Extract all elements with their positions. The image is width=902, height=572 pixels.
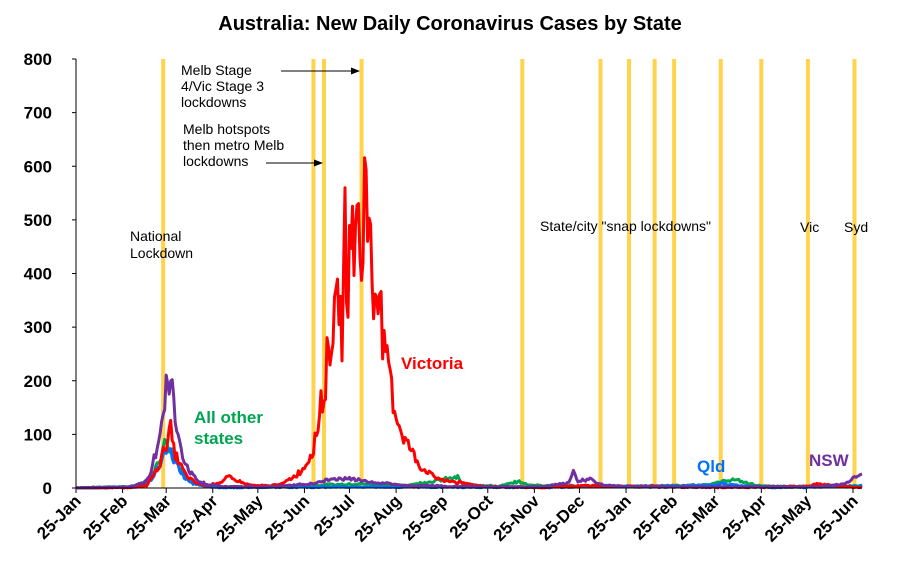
x-tick-label-7: 25-Aug	[351, 491, 405, 545]
x-tick-label-8: 25-Sep	[399, 491, 452, 544]
series-label-nsw: NSW	[809, 451, 850, 470]
x-tick-label-1: 25-Feb	[79, 491, 131, 543]
annotation-snap-lockdowns: State/city "snap lockdowns"	[540, 218, 711, 234]
lockdown-lines	[161, 59, 857, 488]
annotation-melb-stage4-line-3: lockdowns	[181, 94, 246, 110]
series-label-qld: Qld	[697, 457, 725, 476]
y-tick-label-8: 800	[24, 50, 52, 69]
y-tick-label-0: 0	[43, 479, 52, 498]
annotations: National Lockdown Melb Stage 4/Vic Stage…	[130, 62, 868, 261]
annotation-national-line-1: National	[130, 228, 181, 244]
y-axis: 0 100 200 300 400 500 600 700 800	[24, 50, 76, 498]
y-tick-label-5: 500	[24, 211, 52, 230]
annotation-melb-hotspots-line-2: then metro Melb	[183, 137, 284, 153]
x-tick-label-16: 25-May	[761, 491, 816, 546]
annotation-vic: Vic	[800, 219, 819, 235]
series-label-other-states: All other states	[194, 408, 268, 448]
annotation-melb-hotspots: Melb hotspots then metro Melb lockdowns	[183, 121, 288, 169]
y-tick-label-7: 700	[24, 104, 52, 123]
x-tick-label-10: 25-Nov	[490, 491, 544, 545]
annotation-melb-stage4-line-2: 4/Vic Stage 3	[181, 78, 264, 94]
series-label-other-line-1: All other	[194, 408, 263, 427]
arrow-melb-stage4	[281, 67, 360, 75]
x-tick-label-14: 25-Mar	[671, 491, 723, 543]
x-tick-label-12: 25-Jan	[583, 491, 635, 543]
annotation-melb-stage4-line-1: Melb Stage	[181, 62, 252, 78]
y-tick-label-2: 200	[24, 372, 52, 391]
arrow-melb-hotspots	[266, 159, 323, 167]
x-tick-label-2: 25-Mar	[123, 491, 175, 543]
series-label-other-line-2: states	[194, 429, 243, 448]
series-labels: Victoria All other states Qld NSW	[194, 354, 850, 476]
annotation-melb-hotspots-line-1: Melb hotspots	[183, 121, 270, 137]
x-tick-label-5: 25-Jun	[261, 491, 313, 543]
annotation-syd: Syd	[844, 219, 868, 235]
x-tick-label-0: 25-Jan	[33, 491, 85, 543]
y-tick-label-3: 300	[24, 318, 52, 337]
x-axis: 25-Jan25-Feb25-Mar25-Apr25-May25-Jun25-J…	[33, 488, 862, 546]
x-tick-label-4: 25-May	[212, 491, 267, 546]
series-line-nsw	[76, 373, 863, 490]
series-label-victoria: Victoria	[401, 354, 464, 373]
x-tick-label-9: 25-Oct	[446, 491, 497, 542]
x-tick-label-13: 25-Feb	[629, 491, 681, 543]
x-tick-label-17: 25-Jun	[810, 491, 862, 543]
y-tick-label-1: 100	[24, 425, 52, 444]
annotation-melb-stage4: Melb Stage 4/Vic Stage 3 lockdowns	[181, 62, 268, 110]
series-layer	[75, 59, 863, 490]
y-tick-label-6: 600	[24, 157, 52, 176]
annotation-national-lockdown: National Lockdown	[130, 228, 193, 261]
annotation-national-line-2: Lockdown	[130, 245, 193, 261]
y-tick-label-4: 400	[24, 265, 52, 284]
annotation-melb-hotspots-line-3: lockdowns	[183, 153, 248, 169]
x-tick-label-11: 25-Dec	[535, 491, 588, 544]
chart-title: Australia: New Daily Coronavirus Cases b…	[218, 13, 682, 35]
